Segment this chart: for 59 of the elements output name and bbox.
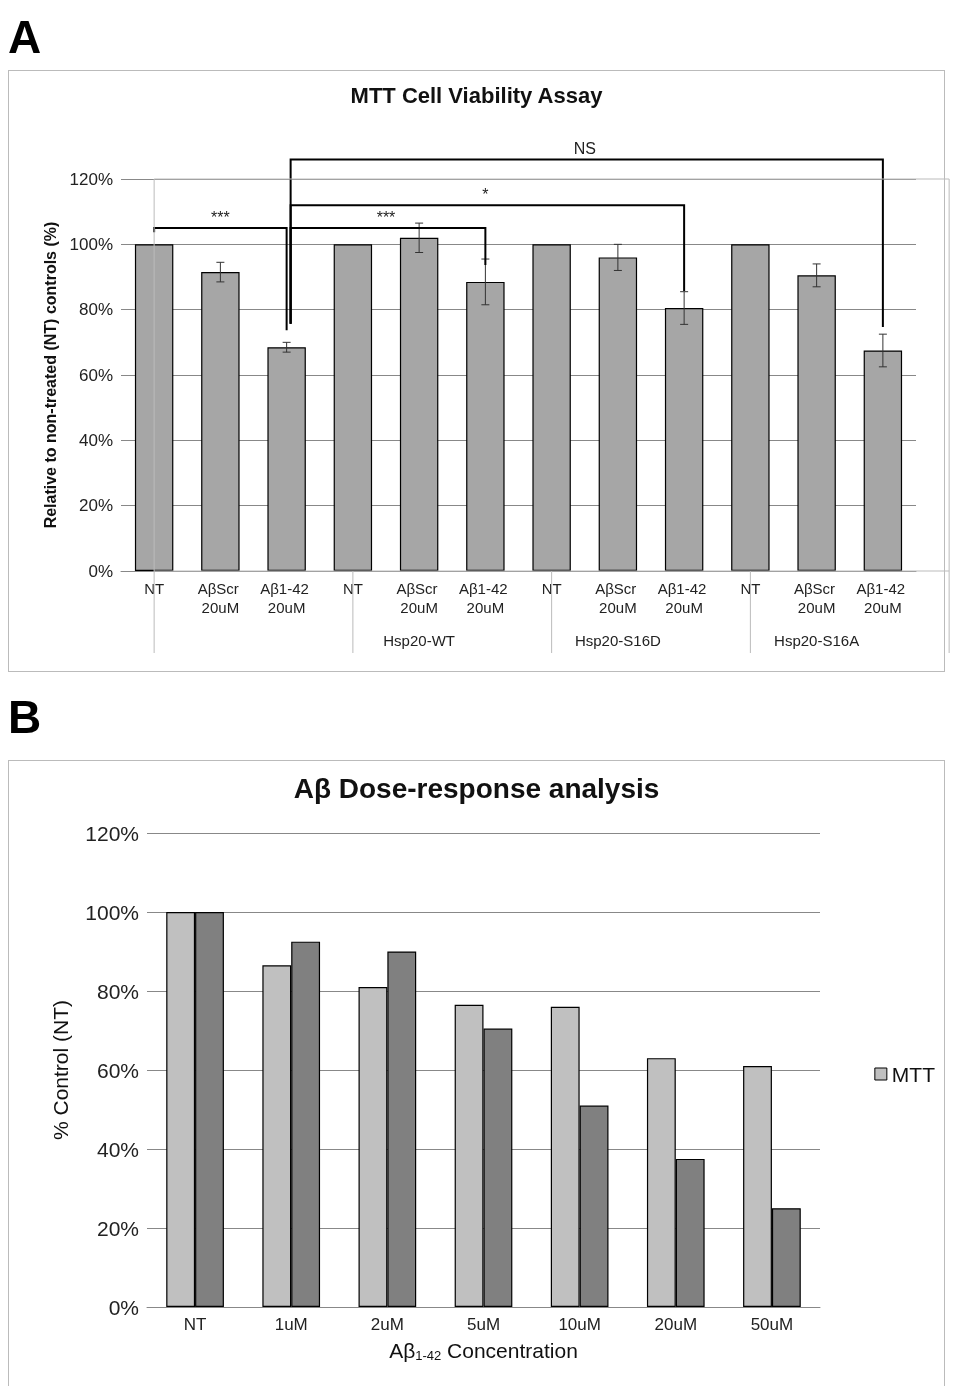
y-tick-label: 120% <box>85 821 139 845</box>
y-tick-label: 100% <box>69 234 113 254</box>
y-tick-label: 0% <box>88 561 113 581</box>
bar <box>267 347 306 571</box>
y-tick-label: 40% <box>96 1137 139 1161</box>
bar <box>201 272 240 571</box>
annotation: * <box>482 185 489 203</box>
bar <box>134 244 174 571</box>
x-tick-label: 50uM <box>750 1315 794 1334</box>
x-tick-label: NT <box>541 580 562 597</box>
x-tick-label: 2uM <box>370 1315 404 1334</box>
bar <box>333 244 373 571</box>
x-tick-label: AβScr 20uM <box>197 580 244 616</box>
annotation: *** <box>376 208 396 226</box>
y-tick-label: 120% <box>69 169 113 189</box>
x-tick-label: NT <box>740 580 761 597</box>
x-tick-label: NT <box>342 580 363 597</box>
y-tick-label: 100% <box>85 900 139 924</box>
y-tick-label: 20% <box>96 1216 139 1240</box>
bar <box>664 308 704 571</box>
annotation: *** <box>211 208 230 226</box>
text: Hsp20-WT <box>383 632 455 649</box>
x-tick-label: Aβ1-42 20uM <box>458 580 512 616</box>
x-tick-label: Aβ1-42 20uM <box>260 580 314 616</box>
x-tick-label: 10uM <box>558 1315 601 1334</box>
text: Hsp20-S16D <box>574 632 661 649</box>
x-tick-label: Aβ1-42 20uM <box>657 580 711 616</box>
x-tick-label: NT <box>183 1315 207 1334</box>
chart-title: MTT Cell Viability Assay <box>350 82 604 108</box>
legend-label: MTT <box>891 1062 936 1086</box>
bar <box>399 237 439 571</box>
bar <box>731 244 770 571</box>
y-axis-title: % Control (NT) <box>49 999 72 1141</box>
x-tick-label: 5uM <box>466 1315 501 1334</box>
x-tick-label: 20uM <box>654 1315 698 1334</box>
bar <box>863 350 903 571</box>
y-tick-label: 80% <box>78 300 113 320</box>
x-tick-label: AβScr 20uM <box>793 580 840 616</box>
y-tick-label: 60% <box>78 365 113 385</box>
y-axis-title: Relative to non-treated (NT) controls (%) <box>42 221 60 529</box>
text: A <box>8 10 42 64</box>
x-tick-label: AβScr 20uM <box>595 580 641 616</box>
chart-title: Aβ Dose-response analysis <box>293 772 660 804</box>
bar <box>797 275 836 571</box>
bar <box>466 281 505 571</box>
y-tick-label: 0% <box>108 1295 139 1319</box>
y-tick-label: 80% <box>96 979 139 1003</box>
text: Hsp20-S16A <box>774 632 860 649</box>
x-tick-label: Aβ1-42 20uM <box>856 580 910 616</box>
bar <box>598 257 638 571</box>
x-tick-label: NT <box>144 580 165 597</box>
bar <box>532 244 571 571</box>
y-tick-label: 60% <box>96 1058 139 1082</box>
y-tick-label: 20% <box>78 496 113 516</box>
text: B <box>8 690 42 744</box>
text: NS <box>573 139 596 157</box>
x-tick-label: AβScr 20uM <box>396 580 442 616</box>
y-tick-label: 40% <box>78 430 113 450</box>
x-tick-label: 1uM <box>274 1315 308 1334</box>
